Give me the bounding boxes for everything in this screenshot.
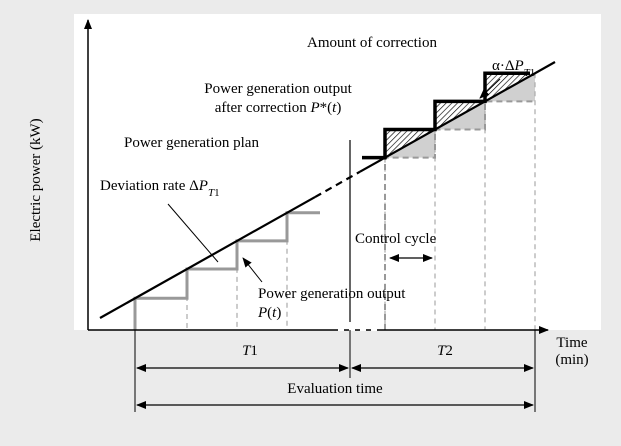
label: Power generation output <box>204 81 352 97</box>
label-part: ( <box>267 305 272 321</box>
plan-line <box>359 61 556 173</box>
label: α·ΔPT1 <box>492 58 535 79</box>
label-part: *( <box>320 100 333 116</box>
label-part: 1 <box>214 187 220 199</box>
output-step <box>133 211 320 330</box>
label-part: after correction <box>215 100 311 116</box>
leader <box>479 78 501 99</box>
label-part: α·Δ <box>492 58 515 74</box>
label-part: 2 <box>445 343 453 359</box>
label: Power generation plan <box>124 135 259 151</box>
label-part: Power generation output <box>258 286 406 302</box>
label-part: ) <box>336 100 341 116</box>
label: Power generation output <box>258 286 406 302</box>
plan-line-dashed <box>314 170 361 198</box>
label: Control cycle <box>355 231 437 247</box>
label-part: (min) <box>555 352 588 368</box>
label: T2 <box>437 343 453 359</box>
label-part: T <box>208 187 215 199</box>
label-part: Amount of correction <box>307 35 437 51</box>
leader <box>242 257 263 283</box>
label-part: 1 <box>530 67 536 79</box>
plan-line <box>99 196 316 319</box>
label-part: Deviation rate Δ <box>100 178 199 194</box>
label: after correction P*(t) <box>215 100 342 116</box>
label-part: Control cycle <box>355 231 437 247</box>
label-part: Evaluation time <box>287 381 383 397</box>
label-part: P <box>257 305 267 321</box>
label-part: P <box>309 100 319 116</box>
label-part: T <box>524 67 531 79</box>
label: Electric power (kW) <box>28 118 44 241</box>
label-part: P <box>514 58 524 74</box>
label: Deviation rate ΔPT1 <box>100 178 220 199</box>
label-part: T <box>437 343 447 359</box>
leader <box>167 203 219 263</box>
label-part: ) <box>276 305 281 321</box>
label-part: Time <box>556 335 587 351</box>
label-part: t <box>332 100 337 116</box>
label: (min) <box>555 352 588 368</box>
label: T1 <box>242 343 258 359</box>
label: P(t) <box>257 305 281 321</box>
label-part: 1 <box>250 343 258 359</box>
label-part: Power generation plan <box>124 135 259 151</box>
label-part: T <box>242 343 252 359</box>
label-part: Electric power (kW) <box>28 118 44 241</box>
label-part: P <box>198 178 208 194</box>
label-part: t <box>272 305 277 321</box>
corrected-step <box>362 71 530 160</box>
label: Evaluation time <box>287 381 383 397</box>
label: Time <box>556 335 587 351</box>
label-part: Power generation output <box>204 81 352 97</box>
label: Amount of correction <box>307 35 437 51</box>
shapes <box>84 19 556 412</box>
plot-area <box>74 14 601 330</box>
